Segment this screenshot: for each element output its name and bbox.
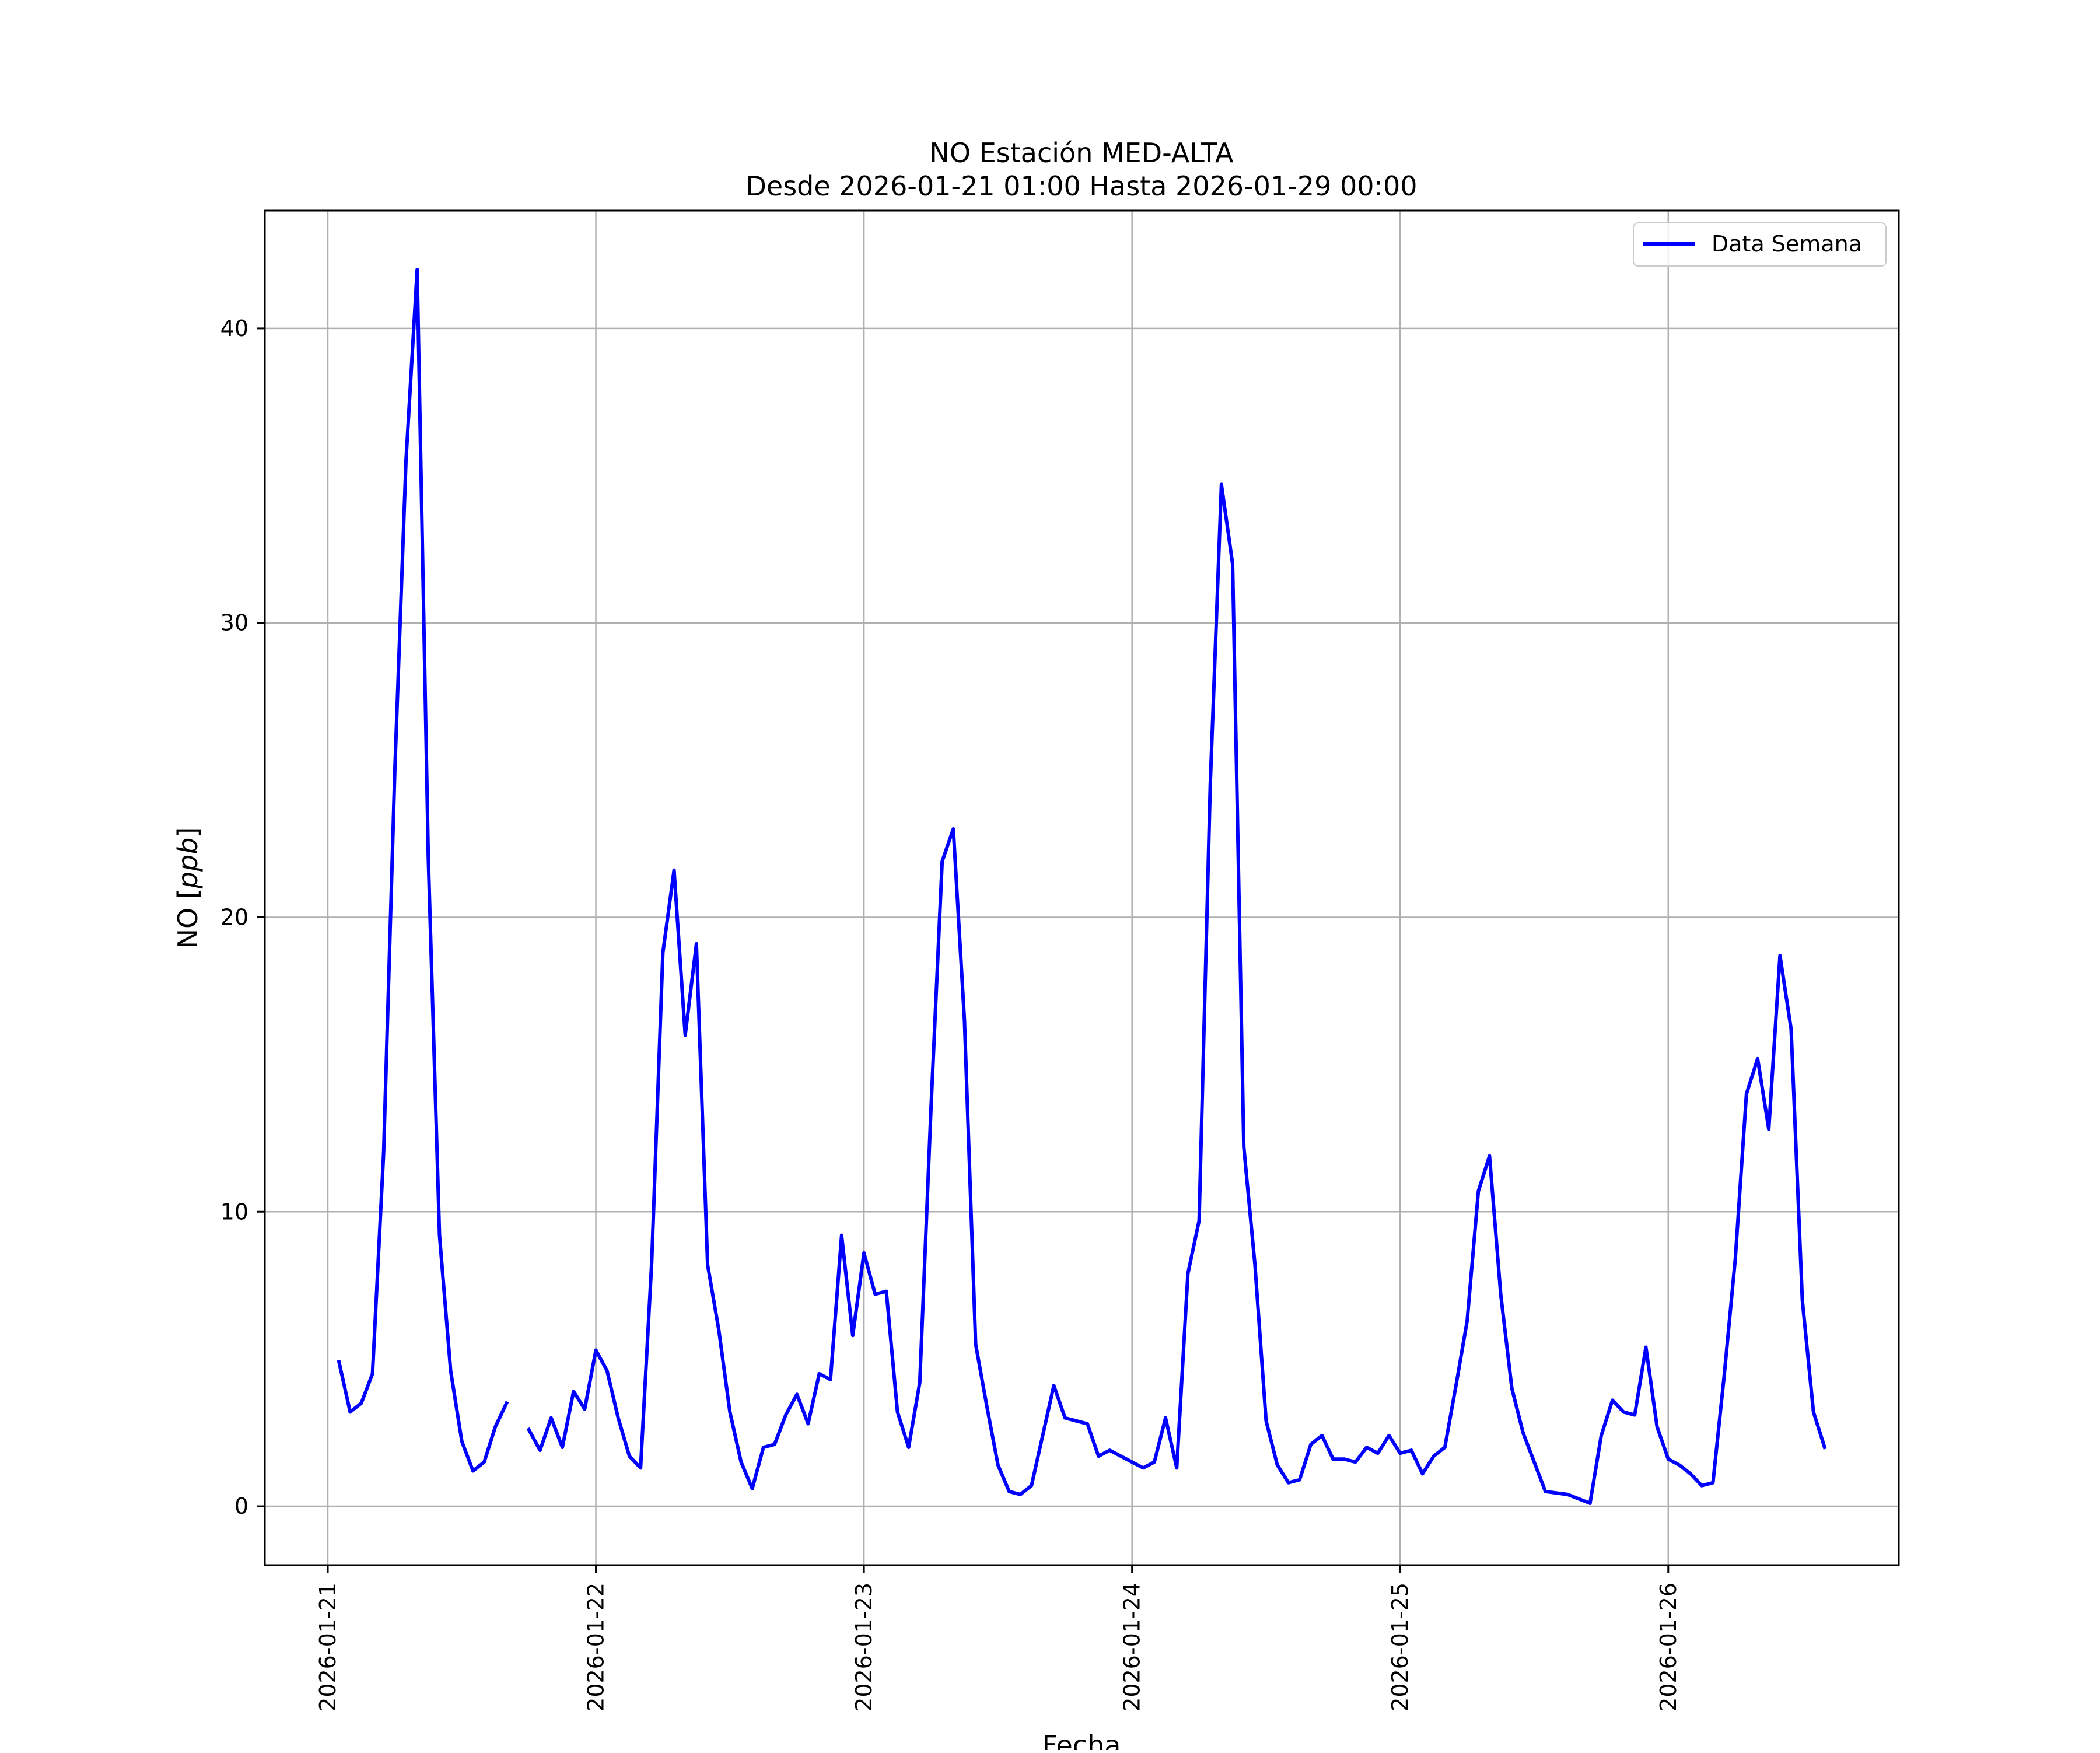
plot-frame (264, 209, 1900, 1566)
chart-subtitle: Desde 2026-01-21 01:00 Hasta 2026-01-29 … (746, 170, 1417, 202)
x-tick-label: 2026-01-26 (1656, 1583, 1681, 1712)
x-axis-label: Fecha (1042, 1730, 1121, 1750)
series-line-segment (526, 482, 1827, 1505)
x-tick-label: 2026-01-25 (1387, 1583, 1413, 1712)
series-layer (337, 268, 1827, 1505)
y-axis-label-close: ] (172, 827, 204, 838)
y-axis: 0 10 20 30 40 (220, 316, 265, 1519)
y-tick-label: 20 (220, 904, 249, 930)
y-axis-label-text: NO [ (172, 888, 204, 949)
x-tick-label: 2026-01-22 (583, 1583, 609, 1712)
y-tick-label: 30 (220, 610, 249, 636)
chart-title: NO Estación MED-ALTA (929, 137, 1234, 169)
legend: Data Semana (1633, 222, 1887, 267)
x-tick-label: 2026-01-21 (315, 1583, 341, 1712)
x-axis: 2026-01-21 2026-01-22 2026-01-23 2026-01-24… (315, 1565, 1681, 1712)
legend-box (1633, 222, 1887, 267)
x-tick-label: 2026-01-23 (851, 1583, 877, 1712)
y-axis-label-unit: ppb (172, 838, 204, 890)
y-tick-label: 10 (220, 1199, 249, 1224)
x-tick-label: 2026-01-24 (1119, 1583, 1145, 1712)
y-axis-label: NO [ppb] (172, 827, 204, 949)
legend-label: Data Semana (1712, 231, 1862, 257)
grid (265, 211, 1899, 1565)
y-tick-label: 0 (235, 1493, 249, 1519)
series-line-segment (337, 268, 509, 1473)
y-tick-label: 40 (220, 316, 249, 341)
